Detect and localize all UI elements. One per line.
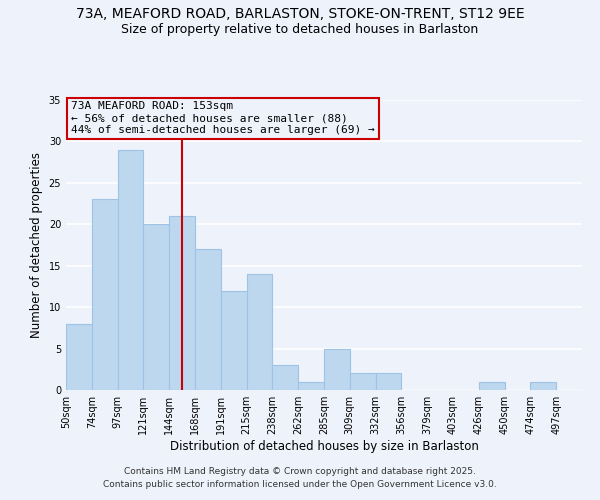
Bar <box>92 200 118 390</box>
Bar <box>272 365 298 390</box>
Text: Contains public sector information licensed under the Open Government Licence v3: Contains public sector information licen… <box>103 480 497 489</box>
Bar <box>143 224 169 390</box>
Text: 73A MEAFORD ROAD: 153sqm
← 56% of detached houses are smaller (88)
44% of semi-d: 73A MEAFORD ROAD: 153sqm ← 56% of detach… <box>71 102 375 134</box>
Bar <box>195 249 221 390</box>
Y-axis label: Number of detached properties: Number of detached properties <box>30 152 43 338</box>
Bar <box>66 324 92 390</box>
Text: 73A, MEAFORD ROAD, BARLASTON, STOKE-ON-TRENT, ST12 9EE: 73A, MEAFORD ROAD, BARLASTON, STOKE-ON-T… <box>76 8 524 22</box>
Text: Contains HM Land Registry data © Crown copyright and database right 2025.: Contains HM Land Registry data © Crown c… <box>124 467 476 476</box>
Bar <box>169 216 195 390</box>
Bar <box>324 348 350 390</box>
Bar <box>530 382 556 390</box>
Bar <box>221 290 247 390</box>
Bar <box>247 274 272 390</box>
Bar <box>350 374 376 390</box>
X-axis label: Distribution of detached houses by size in Barlaston: Distribution of detached houses by size … <box>170 440 478 453</box>
Bar <box>479 382 505 390</box>
Text: Size of property relative to detached houses in Barlaston: Size of property relative to detached ho… <box>121 22 479 36</box>
Bar <box>298 382 324 390</box>
Bar <box>118 150 143 390</box>
Bar <box>376 374 401 390</box>
